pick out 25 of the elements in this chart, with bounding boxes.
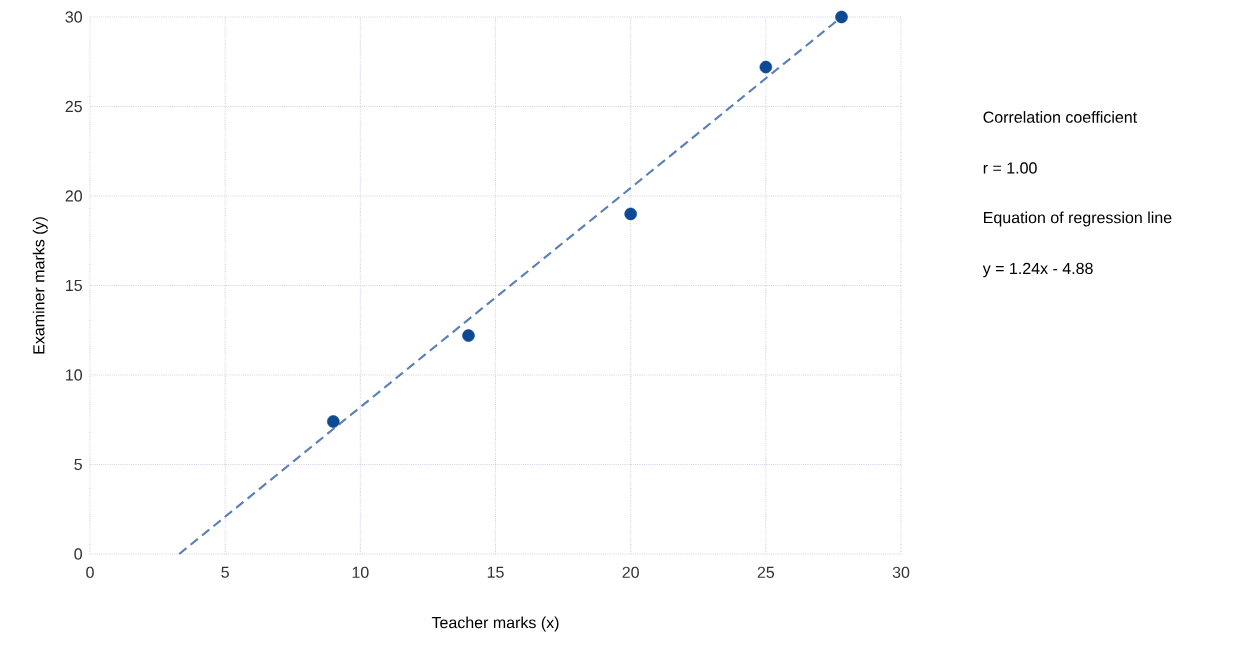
x-axis-title: Teacher marks (x) — [431, 616, 559, 632]
point — [624, 207, 637, 221]
point — [327, 415, 340, 428]
text: y = 1.24x - 4.88 — [982, 262, 1093, 278]
y-tick-label: 20 — [65, 190, 83, 202]
text: Equation of regression line — [984, 211, 1172, 227]
y-tick-label: 0 — [74, 548, 83, 560]
y-tick-label: 10 — [66, 369, 83, 381]
text: Correlation coefficient — [983, 111, 1138, 123]
x-tick-label: 10 — [352, 566, 369, 579]
x-tick-label: 15 — [487, 566, 504, 578]
text: r = 1.00 — [983, 162, 1037, 174]
x-tick-label: 0 — [86, 566, 94, 579]
point — [759, 60, 773, 74]
x-tick-label: 30 — [892, 566, 910, 579]
point — [462, 329, 475, 342]
y-tick-label: 30 — [65, 11, 83, 23]
x-tick-label: 25 — [757, 566, 775, 579]
y-tick-label: 15 — [66, 279, 82, 292]
y-tick-label: 5 — [74, 458, 82, 471]
x-tick-label: 5 — [221, 566, 229, 578]
y-axis-title: Examiner marks (y) — [32, 217, 48, 354]
y-tick-label: 25 — [65, 100, 82, 113]
x-tick-label: 20 — [622, 566, 639, 579]
point — [835, 10, 848, 24]
